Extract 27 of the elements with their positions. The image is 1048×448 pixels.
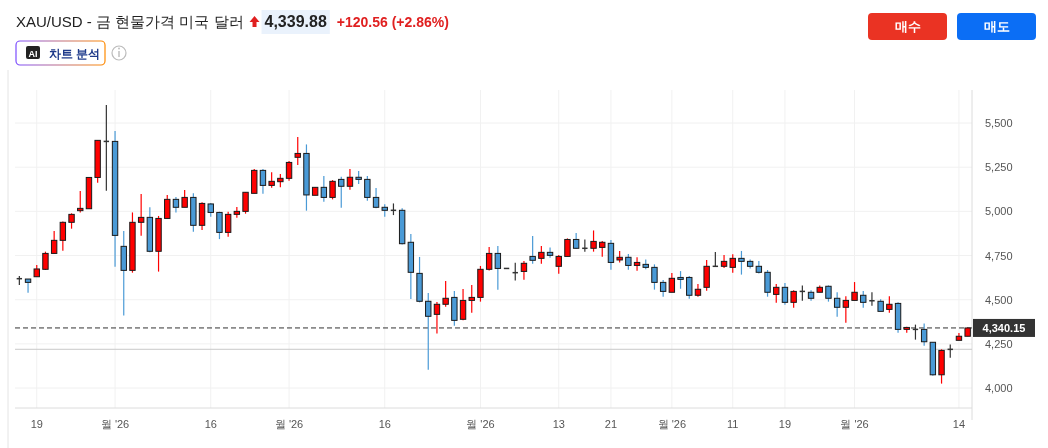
y-tick-label: 4,000 — [985, 382, 1013, 395]
sell-button: 매도 — [957, 13, 1036, 40]
x-tick-label: 19 — [778, 418, 792, 430]
x-tick-label: 월 '26 — [466, 418, 495, 430]
ref-line-label: 4,340.15 — [982, 321, 1026, 334]
x-tick-label: 월 '26 — [274, 418, 304, 430]
x-tick-label: 19 — [30, 418, 43, 430]
x-tick-label: 14 — [952, 418, 966, 430]
x-tick-label: 월 '26 — [840, 418, 869, 430]
x-tick-label: 11 — [727, 418, 739, 430]
x-tick-label: 13 — [552, 418, 565, 430]
x-tick-label: 월 '26 — [100, 418, 130, 430]
x-tick-label: 21 — [604, 418, 618, 430]
text: +120.56 (+2.86%) — [336, 14, 449, 30]
y-tick-label: 5,000 — [985, 205, 1013, 218]
x-tick-label: 16 — [204, 418, 217, 430]
chart-title: XAU/USD - 금 현물가격 미국 달러 — [16, 13, 244, 30]
y-tick-label: 5,500 — [985, 117, 1013, 130]
ai-button: AI 차트 분석 — [15, 40, 106, 66]
x-tick-label: 월 '26 — [657, 418, 687, 430]
y-tick-label: 4,500 — [985, 293, 1013, 306]
text: 4,339.88 — [264, 13, 327, 30]
y-tick-label: 4,750 — [985, 249, 1013, 262]
buy-button: 매수 — [868, 13, 947, 40]
x-tick-label: 16 — [378, 418, 391, 430]
y-tick-label: 5,250 — [985, 161, 1013, 174]
y-tick-label: 4,250 — [985, 337, 1013, 350]
